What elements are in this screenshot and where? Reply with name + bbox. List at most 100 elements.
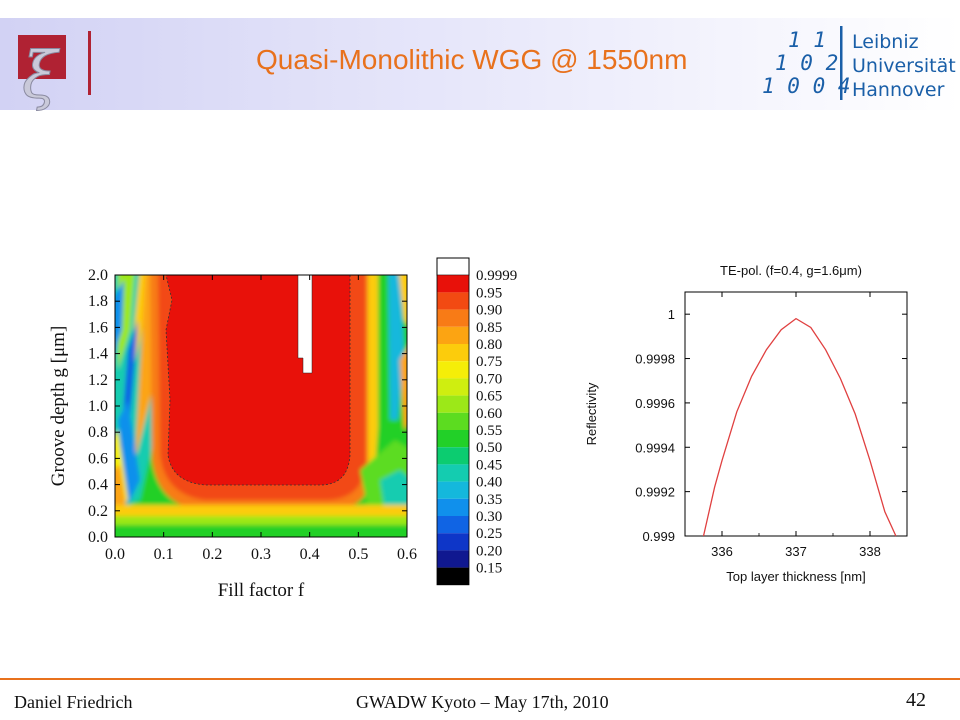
heatmap-y-tick-label: 0.4 (88, 477, 108, 494)
reflectivity-line-chart: TE-pol. (f=0.4, g=1.6μm) 336 337 338 0.999 0… (584, 263, 908, 584)
heatmap-x-tick-label: 0.3 (251, 546, 271, 563)
heatmap-x-tick-label: 0.5 (348, 546, 368, 563)
colorbar-swatch (437, 516, 469, 534)
colorbar-label: 0.45 (476, 457, 502, 473)
institute-logo: ξ (18, 31, 91, 114)
page-number: 42 (906, 689, 926, 711)
heatmap-y-tick-label: 0.2 (88, 503, 108, 520)
reflectivity-heatmap: 0.0 0.1 0.2 0.3 0.4 0.5 0.6 0.0 0.2 0.4 0.6 0.8 1.0 1… (48, 257, 517, 601)
heatmap-x-tick-label: 0.6 (397, 546, 417, 563)
colorbar-label: 0.50 (476, 440, 502, 456)
colorbar-swatch (437, 292, 469, 310)
colorbar-swatch (437, 447, 469, 465)
colorbar-label: 0.40 (476, 475, 502, 491)
heatmap-y-tick-label: 1.6 (88, 319, 108, 336)
logo-digits-row-3: 1 0 0 4 (762, 74, 851, 98)
heatmap-y-tick-label: 0.0 (88, 529, 108, 546)
colorbar-swatch (437, 378, 469, 396)
colorbar-label: 0.55 (476, 423, 502, 439)
heatmap-band (115, 516, 407, 526)
logo-right-divider (840, 26, 843, 100)
heatmap-x-tick-label: 0.4 (300, 546, 320, 563)
heatmap-y-tick-label: 0.8 (88, 424, 108, 441)
logo-red-square (18, 35, 66, 79)
colorbar-swatch (437, 275, 469, 293)
logo-glyph: ξ (22, 39, 60, 113)
colorbar-label: 0.90 (476, 303, 502, 319)
heatmap-band (380, 470, 407, 512)
linechart-y-tick-label: 1 (668, 307, 675, 322)
heatmap-y-tick-label: 1.0 (88, 398, 108, 415)
heatmap-band (378, 275, 392, 470)
colorbar-swatch (436, 257, 470, 276)
colorbar-label: 0.15 (476, 561, 502, 577)
heatmap-axes: 0.0 0.1 0.2 0.3 0.4 0.5 0.6 0.0 0.2 0.4 0.6 0.8 1.0 1… (88, 267, 417, 563)
heatmap-y-tick-label: 1.4 (88, 346, 108, 363)
colorbar-label: 0.80 (476, 337, 502, 353)
header-band (0, 18, 960, 110)
footer-author: Daniel Friedrich (14, 692, 133, 712)
colorbar-label: 0.20 (476, 543, 502, 559)
logo-digits-row-2: 1 0 2 (775, 51, 838, 75)
heatmap-xlabel: Fill factor f (218, 580, 305, 601)
linechart-ylabel: Reflectivity (584, 382, 599, 445)
colorbar-swatch (437, 309, 469, 327)
heatmap-colorbar: 0.99990.950.900.850.800.750.700.650.600.… (436, 257, 517, 586)
linechart-y-tick-label: 0.9998 (635, 352, 675, 367)
leibniz-logo: 1 1 1 0 2 1 0 0 4 Leibniz Universität Ha… (762, 26, 956, 101)
colorbar-label: 0.95 (476, 285, 502, 301)
heatmap-band (398, 275, 407, 324)
heatmap-band (115, 525, 407, 537)
linechart-y-tick-label: 0.9994 (635, 440, 675, 455)
linechart-frame (684, 291, 908, 537)
linechart-title: TE-pol. (f=0.4, g=1.6μm) (720, 263, 862, 278)
heatmap-field (115, 275, 407, 537)
colorbar-label: 0.60 (476, 406, 502, 422)
heatmap-ylabel: Groove depth g [μm] (48, 326, 69, 487)
colorbar-label: 0.70 (476, 371, 502, 387)
linechart-x-tick-label: 336 (711, 544, 733, 559)
colorbar-label: 0.9999 (476, 268, 517, 284)
logo-text-universitat: Universität (852, 55, 956, 77)
heatmap-region-09999 (297, 275, 313, 374)
colorbar-swatch (437, 361, 469, 379)
colorbar-swatch (437, 430, 469, 448)
heatmap-x-tick-label: 0.0 (105, 546, 125, 563)
colorbar-swatch (437, 550, 469, 568)
heatmap-y-tick-label: 1.2 (88, 372, 108, 389)
linechart-x-tick-label: 337 (785, 544, 807, 559)
colorbar-swatch (437, 481, 469, 499)
colorbar-swatch (437, 344, 469, 362)
linechart-x-tick-label: 338 (859, 544, 881, 559)
logo-text-hannover: Hannover (852, 79, 945, 101)
heatmap-y-tick-label: 1.8 (88, 293, 108, 310)
heatmap-band (118, 400, 140, 505)
linechart-y-tick-label: 0.999 (642, 529, 675, 544)
heatmap-plateau-095 (165, 275, 351, 486)
heatmap-x-tick-label: 0.2 (202, 546, 222, 563)
colorbar-label: 0.30 (476, 509, 502, 525)
heatmap-y-tick-label: 0.6 (88, 450, 108, 467)
footer-conference: GWADW Kyoto – May 17th, 2010 (356, 692, 609, 712)
colorbar-swatch (437, 533, 469, 551)
heatmap-y-tick-label: 2.0 (88, 267, 108, 284)
colorbar-swatch (437, 567, 469, 585)
logo-divider (88, 31, 91, 95)
logo-text-leibniz: Leibniz (852, 31, 919, 53)
reflectivity-curve (702, 317, 897, 537)
heatmap-band (115, 465, 126, 513)
colorbar-label: 0.35 (476, 492, 502, 508)
linechart-xlabel: Top layer thickness [nm] (726, 569, 865, 584)
heatmap-band (115, 280, 124, 351)
colorbar-label: 0.65 (476, 389, 502, 405)
linechart-y-tick-label: 0.9996 (635, 396, 675, 411)
logo-digits-row-1: 1 1 (788, 28, 826, 52)
colorbar-frame (436, 257, 470, 586)
slide-title: Quasi-Monolithic WGG @ 1550nm (256, 44, 688, 75)
colorbar-swatch (437, 395, 469, 413)
colorbar-label: 0.75 (476, 354, 502, 370)
heatmap-x-tick-label: 0.1 (154, 546, 174, 563)
colorbar-label: 0.85 (476, 320, 502, 336)
heatmap-band (388, 275, 404, 420)
